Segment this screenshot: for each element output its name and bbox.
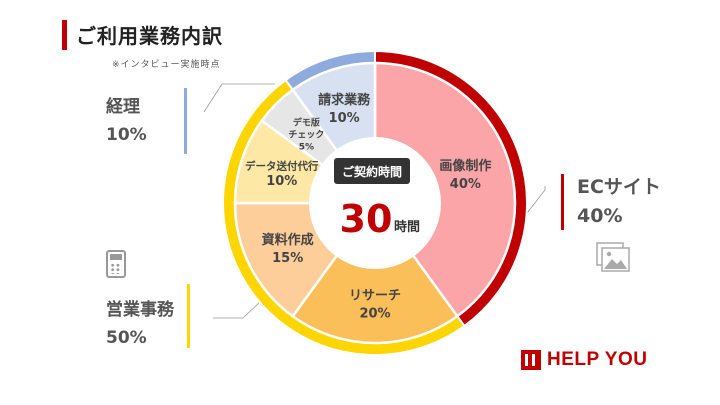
category-keiri-name: 経理 <box>106 97 140 117</box>
eigyo-bar <box>187 284 190 348</box>
category-eigyo-percent: 50% <box>106 328 147 348</box>
ec-bar <box>561 174 564 230</box>
slice-value-3: 10% <box>266 174 297 189</box>
center-badge: ご契約時間 <box>342 164 402 179</box>
slice-label-4-0: デモ版 <box>293 116 320 128</box>
inner-ring <box>233 61 517 345</box>
slice-value-0: 40% <box>450 177 481 192</box>
brand-mark-icon <box>521 350 541 370</box>
category-ec: ECサイト 40% <box>577 172 661 227</box>
title-accent-bar <box>62 20 67 50</box>
slice-value-1: 20% <box>359 306 390 321</box>
leader-lines <box>203 83 546 319</box>
category-eigyo-name: 営業事務 <box>106 300 174 320</box>
slice-label-1: リサーチ <box>349 288 401 303</box>
category-keiri-percent: 10% <box>106 125 147 145</box>
leader-line-eigyo <box>213 299 263 319</box>
slice-value-5: 10% <box>329 111 360 126</box>
center-badge-bg <box>334 158 410 184</box>
slice-label-5: 請求業務 <box>318 92 371 108</box>
category-ec-name: ECサイト <box>577 176 661 198</box>
slice-label-4-1: チェック <box>288 129 324 140</box>
slice-label-0: 画像制作 <box>439 158 491 174</box>
slice-value-2: 15% <box>272 251 303 266</box>
calculator-icon <box>106 250 126 278</box>
brand-name: HELP YOU <box>547 349 648 370</box>
keiri-bar <box>184 88 187 154</box>
page-title: ご利用業務内訳 <box>76 24 223 48</box>
interview-note: ※インタビュー実施時点 <box>112 60 221 70</box>
center-hours: 30 <box>340 197 393 241</box>
brand-logo: HELP YOU <box>521 349 647 371</box>
leader-line-ec <box>519 186 546 223</box>
slice-value-4: 5% <box>299 142 314 152</box>
category-ec-percent: 40% <box>577 205 623 227</box>
slice-label-2: 資料作成 <box>262 232 314 248</box>
category-eigyo: 営業事務 50% <box>106 295 174 348</box>
center-hours-unit: 時間 <box>394 219 420 235</box>
leader-line-keiri <box>203 83 275 113</box>
image-icon <box>596 242 630 272</box>
slice-label-3: データ送付代行 <box>245 159 319 172</box>
category-keiri: 経理 10% <box>106 92 147 145</box>
